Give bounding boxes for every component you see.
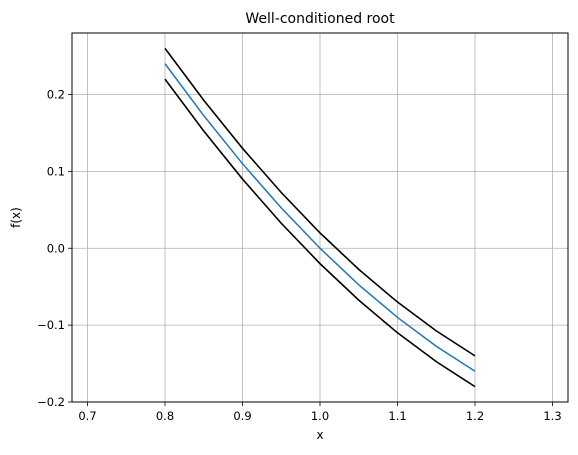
y-tick-label: −0.1 [37,318,65,332]
series-line-f [164,63,476,372]
x-tick-label: 1.1 [388,409,406,423]
series-group [164,47,476,388]
x-tick-label: 1.2 [466,409,484,423]
x-tick-label: 0.8 [156,409,174,423]
x-tick-label: 1.3 [543,409,561,423]
x-tick-label: 0.9 [233,409,251,423]
series-line-upper-bound [164,47,476,357]
x-tick-label: 0.7 [78,409,96,423]
y-axis: −0.2 −0.1 0.0 0.1 0.2 [37,88,72,409]
y-axis-label: f(x) [9,207,23,228]
y-tick-label: −0.2 [37,395,65,409]
chart-title: Well-conditioned root [245,11,395,27]
grid [72,33,568,403]
x-tick-label: 1.0 [311,409,329,423]
y-tick-label: 0.1 [47,164,65,178]
y-tick-label: 0.2 [47,88,65,102]
x-axis: 0.7 0.8 0.9 1.0 1.1 1.2 1.3 [78,402,562,423]
series-line-lower-bound [164,78,476,388]
x-axis-label: x [316,428,323,442]
y-tick-label: 0.0 [47,241,65,255]
